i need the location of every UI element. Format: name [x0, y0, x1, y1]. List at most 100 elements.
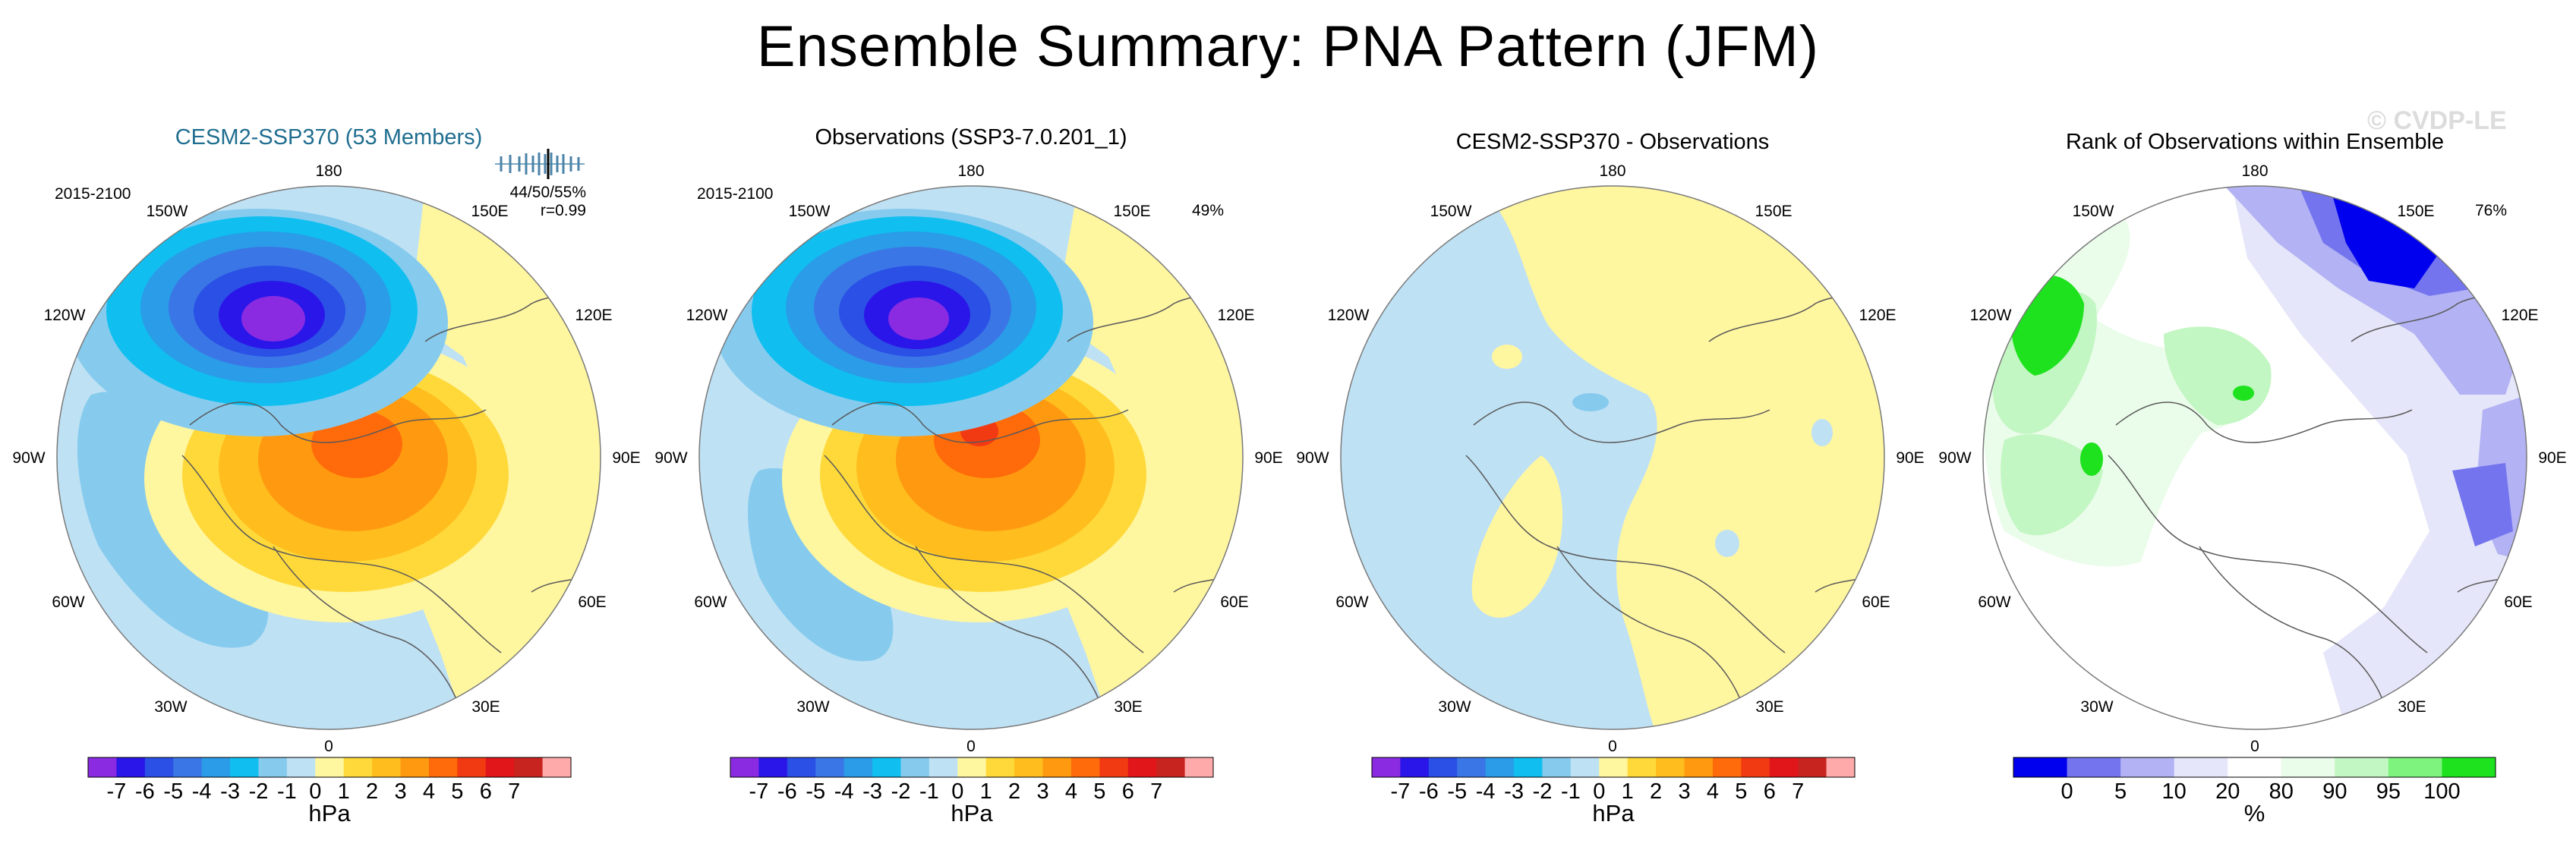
colorbar-2-tick-label: -7 — [749, 779, 769, 804]
colorbar-3-swatch — [1627, 757, 1657, 777]
colorbar-2-tick-label: 6 — [1122, 779, 1134, 804]
panel-4-longitude-labels: 180 150E 120E 90E 60E 30E 0 30W 60W 90W … — [1938, 162, 2566, 755]
colorbar-4-swatch — [2174, 757, 2228, 777]
colorbar-2-tick-label: 2 — [1008, 779, 1020, 804]
colorbar-3-unit: hPa — [1592, 800, 1635, 827]
colorbar-3-swatch — [1684, 757, 1714, 777]
colorbar-1-tick-label: 6 — [480, 779, 492, 804]
colorbar-1-tick-label: -1 — [277, 779, 297, 804]
colorbar-3-tick-label: -3 — [1504, 779, 1524, 804]
colorbar-2-swatch — [985, 757, 1015, 777]
panel-1-longitude-labels: 180 150E 120E 90E 60E 30E 0 30W 60W 90W … — [12, 162, 640, 755]
lon-label-180: 180 — [2241, 162, 2268, 180]
colorbar-3-swatch — [1741, 757, 1770, 777]
panel-3-title: CESM2-SSP370 - Observations — [1456, 130, 1770, 154]
colorbar-3-swatch — [1826, 757, 1856, 777]
lon-label-150w: 150W — [147, 203, 188, 220]
lon-label-90w: 90W — [12, 449, 45, 467]
colorbar-1-tick-label: -2 — [249, 779, 269, 804]
colorbar-3-swatch — [1485, 757, 1515, 777]
lon-label-150e: 150E — [2397, 203, 2434, 220]
lon-label-150w: 150W — [2073, 203, 2114, 220]
colorbar-3-swatch — [1514, 757, 1543, 777]
colorbar-3-swatch — [1457, 757, 1487, 777]
colorbar-2-swatch — [1156, 757, 1186, 777]
lon-label-60e: 60E — [1862, 594, 1890, 611]
colorbar-4-tick-label: 20 — [2215, 779, 2240, 804]
colorbar-4-swatch — [2281, 757, 2335, 777]
lon-label-180: 180 — [957, 162, 984, 180]
lon-label-120w: 120W — [1970, 307, 2012, 324]
lon-label-90e: 90E — [612, 449, 640, 467]
colorbar-4-tick-label: 0 — [2060, 779, 2073, 804]
lon-label-180: 180 — [315, 162, 342, 180]
colorbar-2-swatch — [1099, 757, 1129, 777]
lon-label-60e: 60E — [1220, 594, 1248, 611]
colorbar-2-tick-label: 1 — [980, 779, 992, 804]
colorbar-3-swatch — [1769, 757, 1799, 777]
colorbar-1-swatch — [485, 757, 515, 777]
lon-label-120w: 120W — [1328, 307, 1370, 324]
colorbar-1-tick-label: 0 — [309, 779, 321, 804]
colorbar-1-tick-label: -4 — [192, 779, 212, 804]
colorbar-1-swatch — [258, 757, 288, 777]
colorbar-2-tick-label: 7 — [1150, 779, 1162, 804]
colorbar-1-tick-label: -6 — [135, 779, 155, 804]
lon-label-120e: 120E — [2501, 307, 2538, 324]
panel-3-boundary — [1340, 185, 1885, 730]
lon-label-60w: 60W — [694, 594, 727, 611]
panel-4-title: Rank of Observations within Ensemble — [2066, 130, 2444, 154]
colorbar-3-swatch — [1656, 757, 1685, 777]
colorbar-2-swatch — [929, 757, 958, 777]
colorbar-1-unit: hPa — [308, 800, 351, 827]
panel-2-field — [699, 186, 1243, 729]
lon-label-120w: 120W — [44, 307, 86, 324]
colorbar-2-swatch — [1127, 757, 1157, 777]
colorbar-2: -7 -6 -5 -4 -3 -2 -1 0 1 2 3 4 5 6 7 hPa — [730, 757, 1214, 827]
lon-label-150w: 150W — [1430, 203, 1472, 220]
colorbar-1-tick-label: -5 — [163, 779, 183, 804]
lon-label-90w: 90W — [654, 449, 687, 467]
colorbar-2-swatch — [1184, 757, 1214, 777]
colorbar-1-tick-label: -3 — [220, 779, 240, 804]
colorbar-1-tick-label: -7 — [107, 779, 127, 804]
colorbar-3-tick-label: 7 — [1792, 779, 1804, 804]
panel-1-period: 2015-2100 — [55, 185, 131, 203]
colorbar-1-swatch — [457, 757, 487, 777]
panel-4-percent: 76% — [2475, 202, 2507, 219]
colorbar-2-tick-label: 5 — [1093, 779, 1105, 804]
colorbar-1-swatch — [315, 757, 345, 777]
lon-label-120e: 120E — [1217, 307, 1254, 324]
lon-label-60w: 60W — [52, 594, 84, 611]
lon-label-30w: 30W — [2080, 698, 2113, 716]
colorbar-2-tick-label: -6 — [777, 779, 797, 804]
colorbar-1-swatch — [201, 757, 231, 777]
panel-1-boundary — [56, 185, 601, 730]
colorbar-3-swatch — [1400, 757, 1430, 777]
lon-label-150e: 150E — [1755, 203, 1792, 220]
colorbar-3-swatch — [1599, 757, 1629, 777]
colorbar-4-tick-label: 80 — [2269, 779, 2294, 804]
lon-label-0: 0 — [324, 738, 333, 755]
panel-2-boundary — [698, 185, 1244, 730]
colorbar-3-tick-label: 3 — [1678, 779, 1690, 804]
colorbar-3-tick-label: 6 — [1764, 779, 1776, 804]
colorbar-4: 0 5 10 20 80 90 95 100% — [2013, 757, 2496, 827]
colorbar-2-swatch — [787, 757, 816, 777]
colorbar-3-tick-label: -7 — [1391, 779, 1411, 804]
panel-1-ratio: 44/50/55% — [510, 184, 586, 201]
colorbar-2-tick-label: -3 — [862, 779, 882, 804]
colorbar-2-swatch — [1014, 757, 1044, 777]
colorbar-4-tick-label: 90 — [2322, 779, 2347, 804]
lon-label-90w: 90W — [1938, 449, 1971, 467]
colorbar-4-tick-label: 95 — [2376, 779, 2401, 804]
colorbar-1-frame — [87, 757, 572, 778]
colorbar-2-swatch — [1070, 757, 1100, 777]
colorbar-1-tick-label: 1 — [338, 779, 350, 804]
colorbar-3-swatch — [1798, 757, 1827, 777]
lon-label-90e: 90E — [1254, 449, 1282, 467]
lon-label-150w: 150W — [789, 203, 831, 220]
lon-label-150e: 150E — [471, 203, 508, 220]
lon-label-30e: 30E — [1114, 698, 1142, 716]
